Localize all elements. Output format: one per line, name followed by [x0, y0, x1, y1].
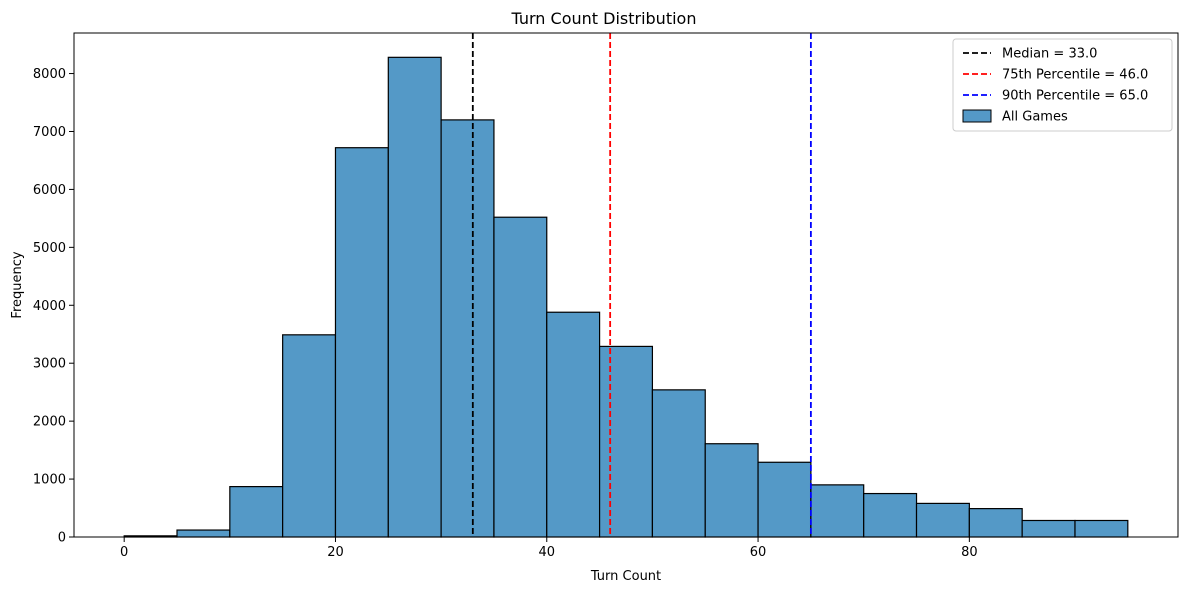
histogram-bar	[282, 334, 337, 538]
histogram-bar	[968, 508, 1023, 538]
legend-bar-swatch	[962, 109, 992, 123]
x-axis-title: Turn Count	[590, 569, 661, 584]
legend-label: All Games	[1002, 110, 1068, 125]
legend-box	[952, 38, 1173, 132]
legend-label: 90th Percentile = 65.0	[1002, 89, 1148, 104]
histogram-bar	[915, 502, 970, 538]
percentile-lines	[471, 33, 812, 537]
x-axis: 0 20 40 60 80	[120, 537, 978, 560]
histogram-bar	[757, 461, 812, 538]
histogram-bar	[493, 216, 548, 538]
histogram-bar	[1074, 519, 1129, 538]
y-tick-label: 5000	[33, 241, 66, 256]
y-tick-label: 4000	[33, 299, 66, 314]
legend: Median = 33.0 75th Percentile = 46.0 90th …	[952, 38, 1173, 132]
y-tick-label: 2000	[33, 415, 66, 430]
x-tick-label: 60	[750, 545, 767, 560]
histogram-bar	[546, 311, 601, 538]
x-tick-label: 20	[327, 545, 344, 560]
histogram-bar	[863, 492, 918, 538]
legend-label: Median = 33.0	[1002, 47, 1097, 62]
x-tick-label: 80	[961, 545, 978, 560]
histogram-bar	[229, 486, 284, 538]
histogram-bar	[651, 389, 706, 538]
chart-title: Turn Count Distribution	[511, 9, 697, 28]
histogram-bar	[334, 147, 389, 538]
histogram-bar	[1021, 519, 1076, 538]
x-tick-label: 40	[538, 545, 555, 560]
y-axis-title: Frequency	[10, 251, 25, 318]
histogram-bar	[440, 119, 495, 538]
histogram-bars	[123, 56, 1129, 538]
y-tick-label: 1000	[33, 473, 66, 488]
y-tick-label: 3000	[33, 357, 66, 372]
histogram-bar	[598, 345, 654, 538]
y-tick-label: 6000	[33, 183, 66, 198]
legend-label: 75th Percentile = 46.0	[1002, 68, 1148, 83]
x-tick-label: 0	[120, 545, 128, 560]
histogram-bar	[176, 529, 231, 538]
y-axis: 0 1000 2000 3000 4000 5000 6000 7000 8000	[33, 67, 74, 546]
y-tick-label: 8000	[33, 67, 66, 82]
histogram-bar	[387, 56, 442, 538]
histogram-bar	[810, 484, 865, 538]
plot-frame	[73, 32, 1179, 538]
y-tick-label: 0	[58, 531, 66, 546]
histogram-bar	[704, 443, 759, 538]
y-tick-label: 7000	[33, 125, 66, 140]
